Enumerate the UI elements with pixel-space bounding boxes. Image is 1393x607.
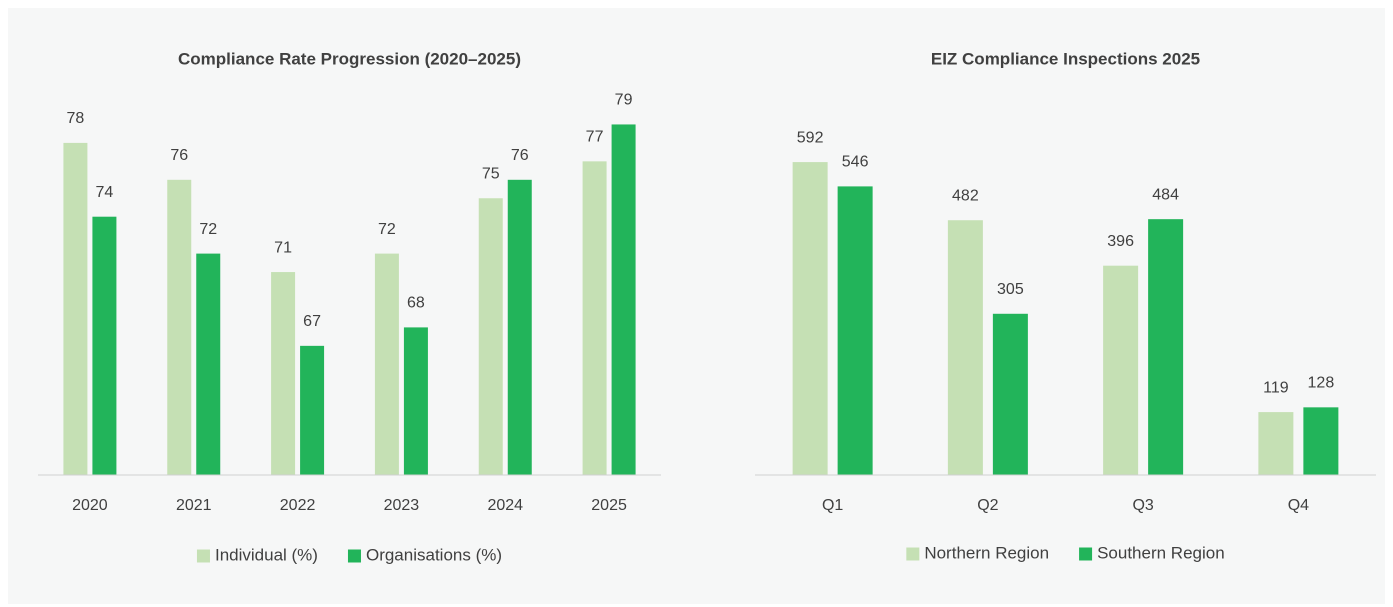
x-tick-label: 2022 <box>280 497 316 514</box>
bar <box>792 162 828 476</box>
bar <box>507 179 532 476</box>
bar <box>271 272 296 475</box>
chart-title: EIZ Compliance Inspections 2025 <box>931 49 1200 68</box>
data-label: 72 <box>378 221 396 238</box>
legend-swatch <box>196 549 210 563</box>
data-label: 79 <box>615 92 633 109</box>
x-tick-label: Q3 <box>1132 497 1153 514</box>
data-label: 68 <box>407 295 425 312</box>
data-label: 67 <box>303 313 321 330</box>
legend-swatch <box>906 547 920 561</box>
bar <box>403 327 428 475</box>
bar <box>837 186 873 475</box>
data-label: 75 <box>482 165 500 182</box>
data-label: 78 <box>67 110 85 127</box>
x-tick-label: Q4 <box>1288 497 1309 514</box>
data-label: 482 <box>952 187 979 204</box>
bar <box>92 216 117 475</box>
bar <box>992 313 1028 475</box>
legend-label: Northern Region <box>924 543 1049 562</box>
data-label: 396 <box>1107 233 1134 250</box>
data-label: 76 <box>170 147 188 164</box>
chart-title: Compliance Rate Progression (2020–2025) <box>178 49 521 68</box>
bar <box>1303 407 1339 475</box>
bar <box>947 220 983 475</box>
data-label: 76 <box>511 147 529 164</box>
data-label: 546 <box>842 154 869 171</box>
bar <box>611 124 636 475</box>
x-tick-label: 2020 <box>72 497 108 514</box>
bar <box>478 198 503 475</box>
bar <box>1148 219 1184 475</box>
bar <box>1103 265 1139 475</box>
data-label: 305 <box>997 281 1024 298</box>
bar <box>582 161 607 475</box>
x-tick-label: Q2 <box>977 497 998 514</box>
x-tick-label: 2024 <box>487 497 523 514</box>
legend-label: Organisations (%) <box>366 545 502 564</box>
data-label: 128 <box>1308 375 1335 392</box>
legend-label: Southern Region <box>1097 543 1225 562</box>
legend-label: Individual (%) <box>215 545 318 564</box>
bar <box>196 253 221 475</box>
bar <box>167 179 192 476</box>
x-tick-label: 2023 <box>384 497 420 514</box>
bar <box>1258 412 1294 475</box>
x-tick-label: Q1 <box>822 497 843 514</box>
data-label: 71 <box>274 239 292 256</box>
bar <box>300 345 325 475</box>
bar <box>374 253 399 475</box>
bar <box>63 142 88 475</box>
data-label: 592 <box>797 129 824 146</box>
legend-swatch <box>1079 547 1093 561</box>
data-label: 77 <box>586 129 604 146</box>
data-label: 72 <box>199 221 217 238</box>
data-label: 119 <box>1263 379 1289 396</box>
x-tick-label: 2021 <box>176 497 212 514</box>
legend-swatch <box>347 549 361 563</box>
x-tick-label: 2025 <box>591 497 627 514</box>
data-label: 74 <box>96 184 114 201</box>
data-label: 484 <box>1152 186 1179 203</box>
